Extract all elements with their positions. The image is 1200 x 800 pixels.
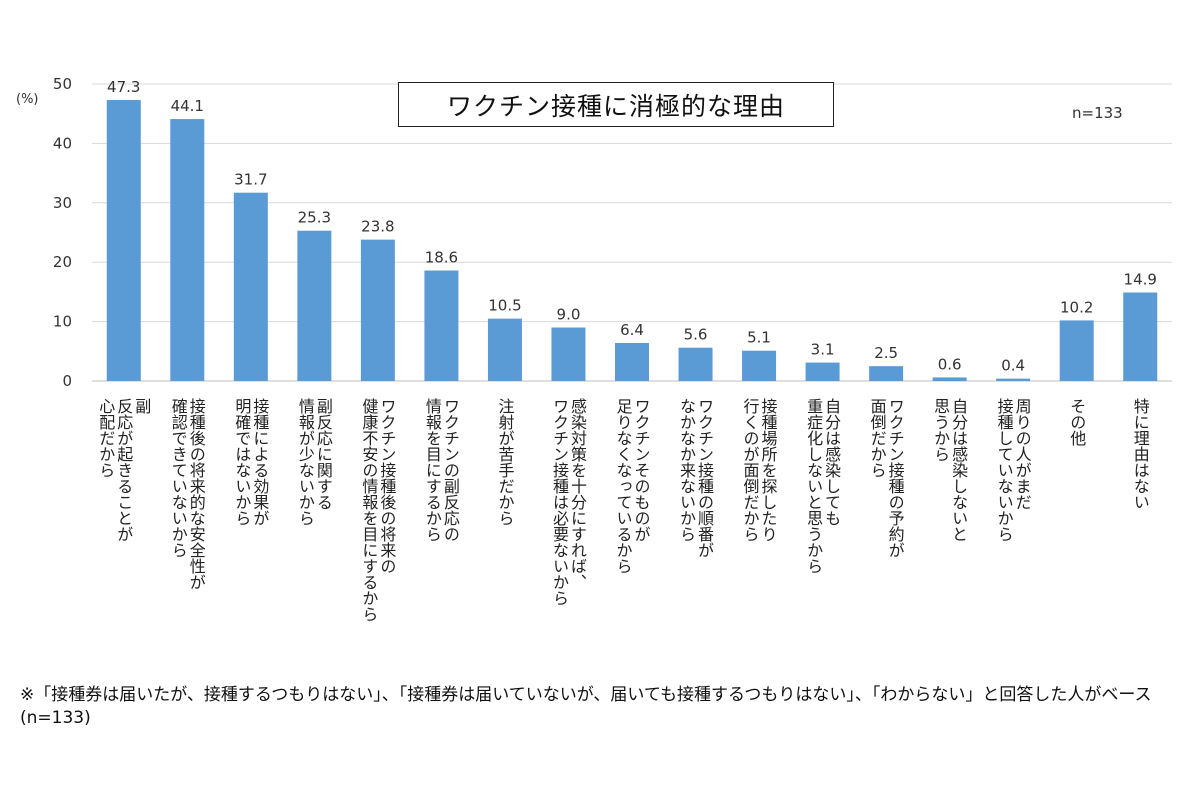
- y-tick-label: 30: [53, 194, 72, 212]
- bar: [996, 378, 1031, 381]
- category-label-line: 特に理由はない: [1131, 398, 1150, 510]
- category-label-line: 接種後の将来的な安全性が: [187, 398, 206, 590]
- value-label: 47.3: [107, 78, 140, 96]
- value-label: 5.6: [684, 326, 708, 344]
- category-label-line: 面倒だから: [868, 398, 887, 478]
- category-label-line: 反応が起きることが: [114, 398, 133, 542]
- bar: [805, 362, 840, 381]
- category-label-line: 行くのが面倒だから: [741, 398, 760, 542]
- value-label: 10.5: [488, 297, 521, 315]
- chart-title: ワクチン接種に消極的な理由: [398, 82, 834, 127]
- y-axis-ticks: 0 10 20 30 40 50: [53, 75, 72, 390]
- bar: [932, 377, 967, 381]
- y-tick-label: 10: [53, 313, 72, 331]
- category-label-line: ワクチン接種後の将来の: [377, 398, 396, 574]
- category-label-line: 思うから: [931, 398, 950, 462]
- bar: [678, 347, 713, 381]
- value-label: 14.9: [1124, 270, 1157, 288]
- bar: [106, 100, 141, 382]
- category-label-line: 接種場所を探したり: [759, 398, 778, 542]
- sample-size-label: n=133: [1072, 104, 1123, 122]
- bar: [297, 230, 332, 381]
- value-label: 31.7: [234, 171, 267, 189]
- category-label-line: 接種していないから: [995, 398, 1014, 542]
- category-label-line: 接種による効果が: [250, 398, 269, 526]
- value-label: 3.1: [811, 341, 835, 359]
- category-label: その他: [1067, 398, 1086, 447]
- bar: [1059, 320, 1094, 381]
- category-label-line: ワクチンそのものが: [632, 398, 651, 542]
- y-tick-label: 0: [62, 372, 72, 390]
- y-tick-label: 50: [53, 75, 72, 93]
- category-label-line: 確認できていないから: [169, 398, 188, 558]
- category-label: 注射が苦手だから: [495, 398, 514, 526]
- category-label-line: 明確ではないから: [232, 398, 251, 526]
- category-label-line: 副反応に関する: [314, 398, 333, 510]
- category-label-line: 感染対策を十分にすれば、: [568, 398, 587, 590]
- footnote: ※「接種券は届いたが、接種するつもりはない」、「接種券は届いていないが、届いても…: [20, 685, 1152, 728]
- bar: [742, 350, 777, 381]
- category-label-line: 周りの人がまだ: [1013, 398, 1032, 510]
- category-label-line: 健康不安の情報を目にするから: [359, 398, 378, 622]
- bar: [360, 239, 395, 381]
- category-label-line: 自分は感染しないと: [949, 398, 968, 542]
- value-label: 23.8: [361, 218, 394, 236]
- bar: [170, 119, 205, 382]
- bar: [869, 366, 904, 381]
- value-label: 10.2: [1060, 298, 1093, 316]
- value-label: 9.0: [557, 306, 581, 324]
- category-label-line: 情報が少ないから: [296, 398, 315, 526]
- category-label: 特に理由はない: [1131, 398, 1150, 510]
- bars: [106, 100, 1158, 382]
- category-label: 感染対策を十分にすれば、ワクチン接種は必要ないから: [550, 398, 587, 606]
- category-label-line: 自分は感染しても: [822, 398, 841, 526]
- category-label-line: 情報を目にするから: [423, 398, 442, 542]
- y-axis-unit: (%): [16, 92, 39, 107]
- bar: [551, 327, 586, 381]
- y-tick-label: 40: [53, 134, 72, 152]
- category-label-line: ワクチン接種の予約が: [886, 398, 905, 558]
- category-label-line: その他: [1067, 398, 1086, 447]
- category-label-line: 心配だから: [96, 398, 115, 478]
- bar: [615, 342, 649, 381]
- bar: [233, 192, 268, 381]
- value-label: 18.6: [425, 249, 458, 267]
- bar: [1123, 292, 1158, 381]
- category-label-line: 注射が苦手だから: [495, 398, 514, 526]
- category-label-line: ワクチンの副反応の: [441, 398, 460, 542]
- value-label: 6.4: [620, 321, 644, 339]
- category-label-line: 重症化しないと思うから: [804, 398, 823, 574]
- value-label: 2.5: [874, 344, 898, 362]
- value-label: 0.4: [1001, 357, 1025, 375]
- bar: [424, 270, 459, 381]
- y-tick-label: 20: [53, 253, 72, 271]
- category-label-line: 足りなくなっているから: [614, 398, 633, 574]
- value-label: 5.1: [747, 329, 771, 347]
- bar: [487, 318, 522, 381]
- category-label-line: 副: [132, 398, 151, 415]
- category-label-line: ワクチン接種の順番が: [695, 398, 714, 558]
- value-label: 0.6: [938, 355, 962, 373]
- value-label: 25.3: [298, 209, 331, 227]
- category-label-line: ワクチン接種は必要ないから: [550, 398, 569, 606]
- category-label-line: なかなか来ないから: [677, 398, 696, 542]
- value-label: 44.1: [171, 97, 204, 115]
- value-labels: 47.3 44.1 31.7 25.3 23.8 18.6 10.5 9.0 6.4 5.6 5.1…: [107, 78, 1157, 375]
